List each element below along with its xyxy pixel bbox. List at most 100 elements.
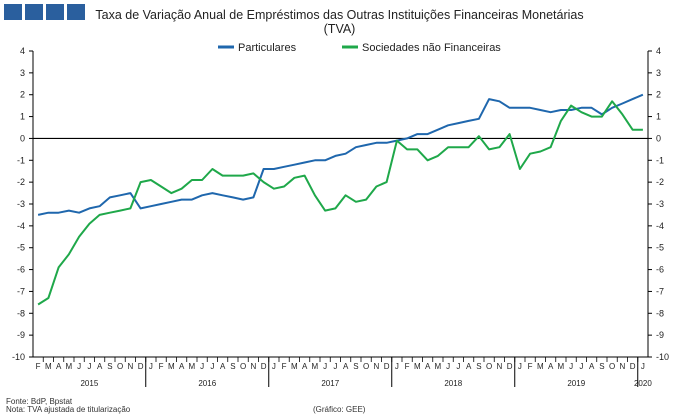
x-tick-label: A: [548, 362, 554, 371]
x-tick-label: J: [149, 362, 153, 371]
y-tick-label-right: -1: [656, 155, 664, 165]
legend-label: Sociedades não Financeiras: [362, 42, 501, 54]
x-tick-label: M: [66, 362, 73, 371]
x-tick-label: M: [537, 362, 544, 371]
x-tick-label: M: [414, 362, 421, 371]
y-tick-label-left: -6: [17, 265, 25, 275]
y-tick-label-left: 4: [20, 46, 25, 56]
x-tick-label: O: [240, 362, 246, 371]
x-tick-label: J: [323, 362, 327, 371]
y-tick-label-left: -3: [17, 199, 25, 209]
y-tick-label-left: -8: [17, 308, 25, 318]
x-tick-label: J: [210, 362, 214, 371]
x-tick-label: F: [282, 362, 287, 371]
year-label: 2016: [198, 379, 216, 388]
y-tick-label-left: 3: [20, 68, 25, 78]
y-tick-label-right: -9: [656, 330, 664, 340]
y-tick-label-right: -3: [656, 199, 664, 209]
footer-source: Fonte: BdP, Bpstat: [6, 397, 73, 406]
chart-title: Taxa de Variação Anual de Empréstimos da…: [95, 8, 584, 22]
x-tick-label: N: [496, 362, 502, 371]
x-tick-label: J: [87, 362, 91, 371]
x-tick-label: M: [291, 362, 298, 371]
logo: [4, 4, 85, 20]
y-tick-label-right: 0: [656, 133, 661, 143]
x-tick-label: A: [425, 362, 431, 371]
x-tick-label: J: [518, 362, 522, 371]
x-tick-label: A: [220, 362, 226, 371]
legend-label: Particulares: [238, 42, 297, 54]
x-tick-label: D: [384, 362, 390, 371]
x-tick-label: A: [56, 362, 62, 371]
x-tick-label: N: [619, 362, 625, 371]
x-tick-label: O: [117, 362, 123, 371]
x-tick-label: A: [97, 362, 103, 371]
year-label: 2018: [444, 379, 462, 388]
x-tick-label: S: [476, 362, 481, 371]
x-tick-label: J: [395, 362, 399, 371]
y-tick-label-left: -1: [17, 155, 25, 165]
y-tick-label-right: -2: [656, 177, 664, 187]
series-line-particulares: [37, 93, 644, 216]
x-tick-label: N: [250, 362, 256, 371]
x-tick-label: J: [77, 362, 81, 371]
y-tick-label-left: -9: [17, 330, 25, 340]
y-tick-label-right: -6: [656, 265, 664, 275]
x-tick-label: F: [405, 362, 410, 371]
chart-title-block: Taxa de Variação Anual de Empréstimos da…: [0, 8, 679, 36]
x-tick-label: M: [558, 362, 565, 371]
x-tick-label: N: [373, 362, 379, 371]
x-tick-label: O: [609, 362, 615, 371]
y-tick-label-left: -5: [17, 243, 25, 253]
x-tick-label: N: [127, 362, 133, 371]
x-tick-label: F: [36, 362, 41, 371]
footer-credit: (Gráfico: GEE): [313, 405, 366, 414]
year-label: 2017: [321, 379, 339, 388]
y-tick-label-left: 2: [20, 90, 25, 100]
x-tick-label: A: [179, 362, 185, 371]
x-tick-label: A: [343, 362, 349, 371]
y-tick-label-right: 1: [656, 112, 661, 122]
y-tick-label-left: -4: [17, 221, 25, 231]
x-tick-label: J: [641, 362, 645, 371]
x-tick-label: D: [507, 362, 513, 371]
chart-subtitle: (TVA): [323, 22, 356, 36]
y-tick-label-right: -7: [656, 286, 664, 296]
y-tick-label-right: -5: [656, 243, 664, 253]
y-tick-label-right: 2: [656, 90, 661, 100]
x-tick-label: M: [312, 362, 319, 371]
x-tick-label: D: [138, 362, 144, 371]
x-tick-label: M: [45, 362, 52, 371]
y-tick-label-left: -2: [17, 177, 25, 187]
x-tick-label: J: [456, 362, 460, 371]
x-tick-label: M: [189, 362, 196, 371]
x-tick-label: J: [446, 362, 450, 371]
x-tick-label: M: [168, 362, 175, 371]
series-line-sociedades: [37, 100, 643, 306]
x-tick-label: J: [579, 362, 583, 371]
y-tick-label-left: -10: [12, 352, 25, 362]
y-tick-label-right: -10: [656, 352, 669, 362]
x-tick-label: J: [333, 362, 337, 371]
x-tick-label: S: [599, 362, 604, 371]
footer-note: Nota: TVA ajustada de titularização: [6, 405, 131, 414]
x-tick-label: J: [200, 362, 204, 371]
x-tick-label: D: [261, 362, 267, 371]
x-tick-label: F: [528, 362, 533, 371]
x-tick-label: D: [630, 362, 636, 371]
y-tick-label-right: -4: [656, 221, 664, 231]
x-tick-label: S: [353, 362, 358, 371]
x-tick-label: J: [569, 362, 573, 371]
x-tick-label: A: [302, 362, 308, 371]
x-tick-label: O: [486, 362, 492, 371]
y-tick-label-right: 4: [656, 46, 661, 56]
year-label: 2015: [80, 379, 98, 388]
x-tick-label: J: [272, 362, 276, 371]
x-tick-label: O: [363, 362, 369, 371]
year-label: 2019: [567, 379, 585, 388]
x-tick-label: S: [230, 362, 235, 371]
y-tick-label-right: -8: [656, 308, 664, 318]
x-tick-label: A: [589, 362, 595, 371]
y-tick-label-left: -7: [17, 286, 25, 296]
